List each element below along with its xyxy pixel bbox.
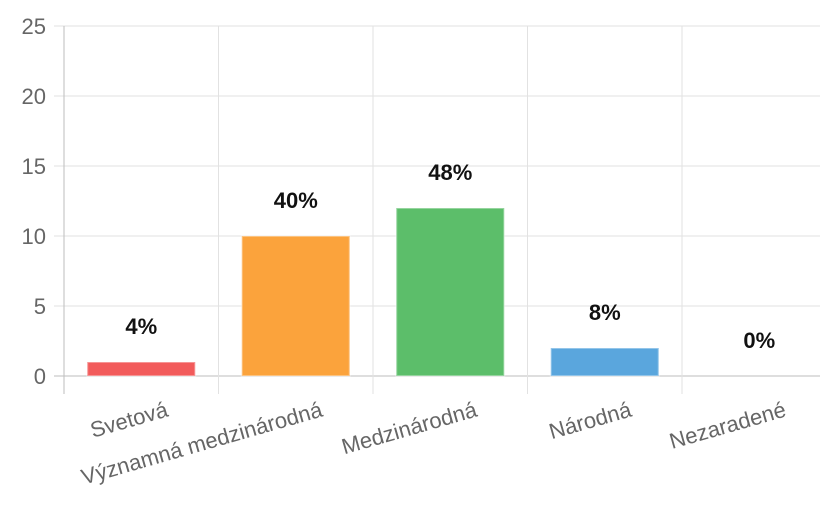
- y-tick-label-10: 10: [22, 224, 46, 249]
- x-tick-label-5: Nezaradené: [667, 397, 789, 454]
- y-tick-label-15: 15: [22, 154, 46, 179]
- data-label-3: 48%: [428, 160, 472, 185]
- bar-4[interactable]: [549, 347, 660, 377]
- y-tick-label-20: 20: [22, 84, 46, 109]
- x-tick-label-1: Svetová: [87, 397, 171, 443]
- x-tick-label-4: Národná: [546, 397, 635, 445]
- bar-1[interactable]: [86, 361, 197, 377]
- bar-2[interactable]: [240, 235, 351, 377]
- bar-3[interactable]: [395, 207, 506, 377]
- y-axis-tick-layer: 0 5 10 15 20 25: [22, 14, 46, 389]
- x-tick-label-3: Medzinárodná: [339, 397, 481, 460]
- data-label-layer: 4% 40% 48% 8% 0%: [125, 160, 775, 353]
- data-label-4: 8%: [589, 300, 621, 325]
- data-label-2: 40%: [274, 188, 318, 213]
- data-label-1: 4%: [125, 314, 157, 339]
- data-label-5: 0%: [743, 328, 775, 353]
- bar-layer: [86, 207, 660, 377]
- y-tick-label-5: 5: [34, 294, 46, 319]
- y-tick-label-25: 25: [22, 14, 46, 39]
- y-tick-label-0: 0: [34, 364, 46, 389]
